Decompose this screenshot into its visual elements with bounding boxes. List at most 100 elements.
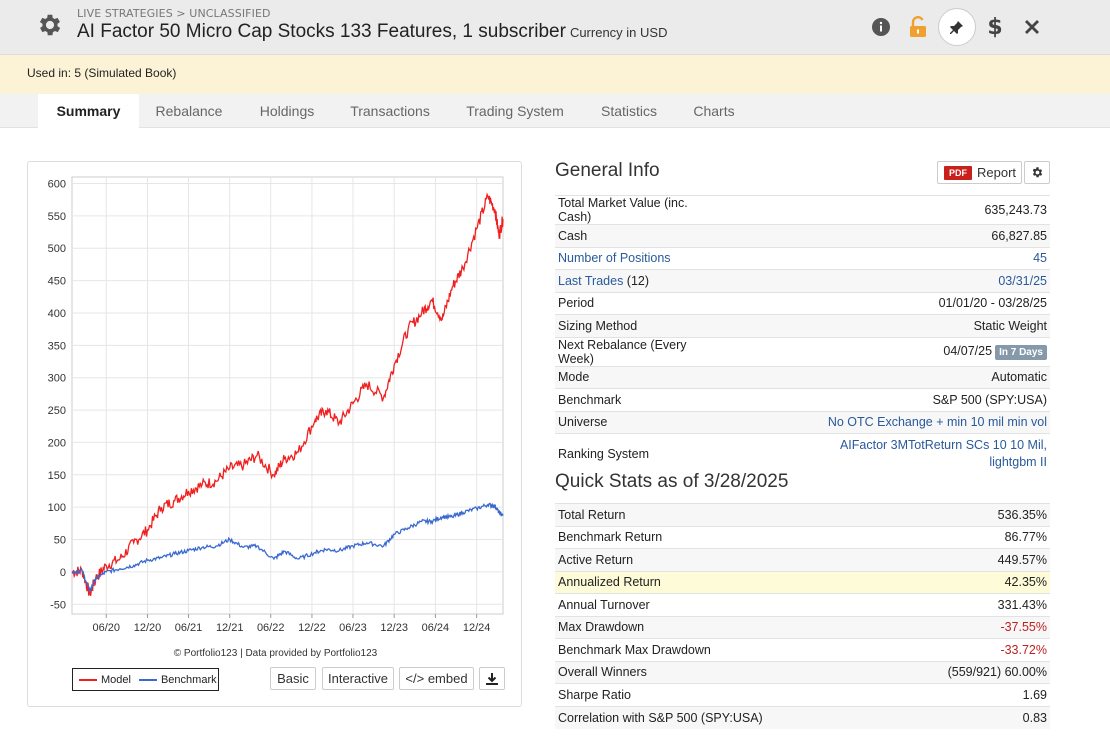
tab-bar: Summary Rebalance Holdings Transactions … xyxy=(0,94,1110,128)
y-tick-label: -50 xyxy=(50,599,66,611)
table-row: Cash 66,827.85 xyxy=(555,224,1050,247)
row-label: Cash xyxy=(555,224,702,247)
row-value: 01/01/20 - 03/28/25 xyxy=(701,291,1050,315)
row-value: 1.69 xyxy=(884,683,1050,706)
table-row: Number of Positions 45 xyxy=(555,246,1050,270)
tab-transactions[interactable]: Transactions xyxy=(350,103,430,119)
legend-label-benchmark: Benchmark xyxy=(160,673,217,686)
row-label: Overall Winners xyxy=(555,660,885,684)
series-line-benchmark xyxy=(71,502,504,593)
quick-stats-title: Quick Stats as of 3/28/2025 xyxy=(555,471,789,492)
legend-item-benchmark[interactable]: Benchmark xyxy=(138,673,217,686)
performance-chart[interactable]: 600550500450400350300250200150100500-500… xyxy=(28,162,523,642)
last-trades-count: (12) xyxy=(623,273,650,288)
x-tick-label: 12/21 xyxy=(216,622,244,634)
tab-holdings[interactable]: Holdings xyxy=(259,103,315,119)
x-tick-label: 06/22 xyxy=(257,622,285,634)
pin-button[interactable] xyxy=(938,8,976,46)
row-label: Next Rebalance (Every Week) xyxy=(555,336,702,366)
title-line: AI Factor 50 Micro Cap Stocks 133 Featur… xyxy=(77,21,667,43)
chart-panel: 600 550 500 450 400 350 300 250 200 150 100 50 0 -50 0… xyxy=(27,161,522,707)
info-icon[interactable] xyxy=(868,14,894,40)
tab-trading-system[interactable]: Trading System xyxy=(466,103,564,119)
row-label: Ranking System xyxy=(555,433,702,474)
y-tick-label: 500 xyxy=(48,243,66,255)
row-value: 536.35% xyxy=(884,503,1050,526)
table-row: Overall Winners (559/921) 60.00% xyxy=(555,660,1050,684)
universe-link[interactable]: No OTC Exchange + min 10 mil min vol xyxy=(827,415,1047,430)
table-row: Universe No OTC Exchange + min 10 mil min… xyxy=(555,410,1050,434)
breadcrumb[interactable]: LIVE STRATEGIES > UNCLASSIFIED xyxy=(77,7,271,20)
row-label: Max Drawdown xyxy=(555,615,885,639)
row-label: Universe xyxy=(555,410,702,434)
download-button[interactable] xyxy=(479,667,505,690)
tab-summary[interactable]: Summary xyxy=(38,94,139,128)
info-settings-button[interactable] xyxy=(1024,161,1050,184)
number-of-positions-link[interactable]: Number of Positions xyxy=(558,251,671,266)
general-info-table: Total Market Value (inc. Cash) 635,243.73… xyxy=(555,195,1050,474)
table-row: Benchmark Return 86.77% xyxy=(555,525,1050,549)
tab-statistics[interactable]: Statistics xyxy=(600,103,657,119)
table-row: Mode Automatic xyxy=(555,365,1050,389)
pdf-icon: PDF xyxy=(944,165,972,180)
y-tick-label: 450 xyxy=(48,276,66,288)
header: LIVE STRATEGIES > UNCLASSIFIED AI Factor… xyxy=(0,0,1110,55)
table-row: Sizing Method Static Weight xyxy=(555,314,1050,337)
basic-button[interactable]: Basic xyxy=(270,667,316,690)
download-icon xyxy=(486,673,498,685)
table-row: Max Drawdown -37.55% xyxy=(555,615,1050,639)
tab-rebalance[interactable]: Rebalance xyxy=(155,103,223,119)
table-row: Annualized Return 42.35% xyxy=(555,570,1050,594)
last-trades-link[interactable]: Last Trades xyxy=(558,273,624,288)
row-label: Benchmark Max Drawdown xyxy=(555,638,885,661)
y-tick-label: 150 xyxy=(48,470,66,482)
table-row: Sharpe Ratio 1.69 xyxy=(555,683,1050,706)
row-value: S&P 500 (SPY:USA) xyxy=(701,388,1050,411)
x-tick-label: 12/24 xyxy=(463,622,491,634)
series-line-model xyxy=(72,192,504,596)
dollar-icon[interactable]: $ xyxy=(987,14,1003,40)
x-tick-label: 06/23 xyxy=(339,622,367,634)
quick-stats-table: Total Return 536.35% Benchmark Return 86.7… xyxy=(555,503,1050,729)
row-value: -37.55% xyxy=(884,615,1050,639)
row-value: 86.77% xyxy=(884,525,1050,549)
report-button[interactable]: PDF Report xyxy=(937,161,1022,184)
y-tick-label: 350 xyxy=(48,340,66,352)
settings-gear-icon[interactable] xyxy=(36,11,64,39)
chart-credit: © Portfolio123 | Data provided by Portfo… xyxy=(173,648,378,659)
interactive-button[interactable]: Interactive xyxy=(322,667,394,690)
row-label: Active Return xyxy=(555,548,885,571)
y-tick-label: 400 xyxy=(48,308,66,320)
row-value: 66,827.85 xyxy=(701,224,1050,247)
row-value: 04/07/25 xyxy=(943,343,993,358)
table-row: Next Rebalance (Every Week) 04/07/25 In 7 … xyxy=(555,336,1050,366)
y-tick-label: 600 xyxy=(48,178,66,190)
y-tick-label: 200 xyxy=(48,437,66,449)
y-tick-label: 300 xyxy=(48,373,66,385)
embed-button[interactable]: </> embed xyxy=(399,667,474,690)
table-row: Annual Turnover 331.43% xyxy=(555,593,1050,616)
x-tick-label: 06/20 xyxy=(92,622,120,634)
lock-icon[interactable] xyxy=(905,14,931,40)
row-label: Benchmark xyxy=(555,388,702,411)
legend-label-model: Model xyxy=(101,673,131,686)
ranking-system-link[interactable]: AIFactor 3MTotReturn SCs 10 10 Mil, ligh… xyxy=(839,437,1047,469)
x-tick-label: 12/20 xyxy=(134,622,162,634)
row-label: Sharpe Ratio xyxy=(555,683,885,706)
legend-item-model[interactable]: Model xyxy=(79,674,131,686)
last-trades-date-link[interactable]: 03/31/25 xyxy=(998,273,1047,288)
table-row: Period 01/01/20 - 03/28/25 xyxy=(555,291,1050,315)
y-tick-label: 250 xyxy=(48,405,66,417)
pin-icon xyxy=(950,21,963,34)
positions-count-link[interactable]: 45 xyxy=(1033,251,1047,266)
rebalance-badge: In 7 Days xyxy=(995,344,1047,360)
tab-charts[interactable]: Charts xyxy=(693,103,735,119)
close-icon[interactable] xyxy=(1019,14,1045,40)
row-label: Period xyxy=(555,291,702,315)
row-value: Static Weight xyxy=(701,314,1050,337)
row-value: Automatic xyxy=(701,365,1050,389)
row-value: 0.83 xyxy=(884,705,1050,729)
table-row: Total Market Value (inc. Cash) 635,243.73 xyxy=(555,195,1050,225)
row-label: Annualized Return xyxy=(555,570,885,594)
table-row: Ranking System AIFactor 3MTotReturn SCs 1… xyxy=(555,433,1050,474)
